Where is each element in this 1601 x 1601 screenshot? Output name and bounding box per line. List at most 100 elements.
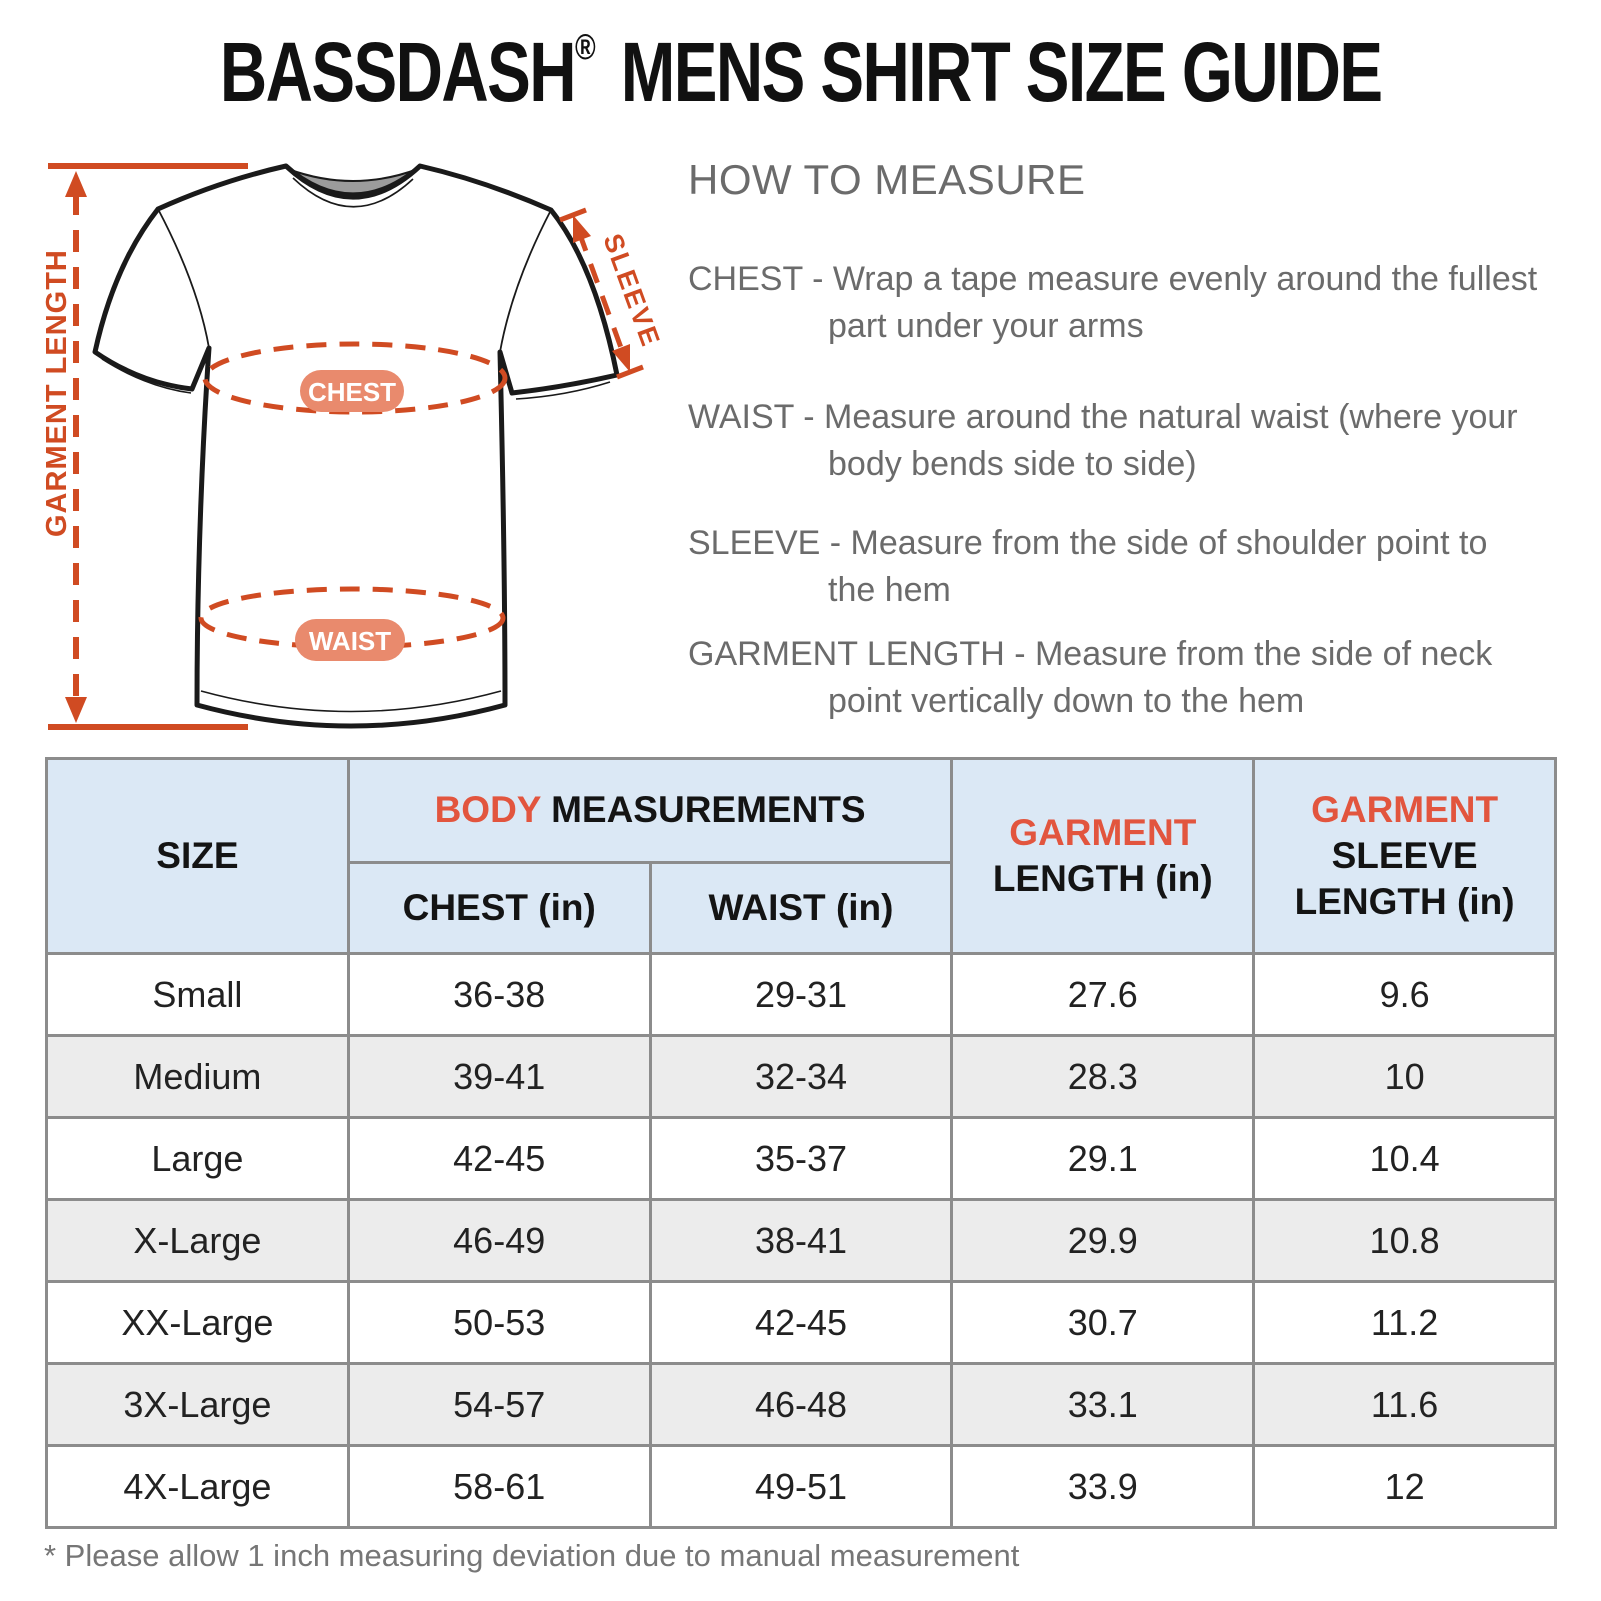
- cell-chest: 54-57: [346, 1362, 652, 1447]
- cell-size: 4X-Large: [45, 1444, 350, 1529]
- waist-ellipse: [198, 586, 506, 650]
- table-row-medium: Medium 39-41 32-34 28.3 10: [45, 1034, 1557, 1119]
- chest-header-text: CHEST (in): [402, 886, 596, 928]
- sleeve-dashed-line: [576, 231, 627, 357]
- cell-chest: 46-49: [346, 1198, 652, 1283]
- body-measurements-accent: BODY: [434, 789, 541, 831]
- measure-item-line: SLEEVE - Measure from the side of should…: [688, 524, 1488, 562]
- cell-chest: 58-61: [346, 1444, 652, 1529]
- cell-length: 30.7: [950, 1280, 1256, 1365]
- cell-size: XX-Large: [45, 1280, 350, 1365]
- table-row-xx-large: XX-Large 50-53 42-45 30.7 11.2: [45, 1280, 1557, 1365]
- hem-seam: [200, 690, 502, 713]
- right-cuff-seam: [515, 381, 611, 400]
- sleeve-dimension: [559, 207, 644, 380]
- waist-header-text: WAIST (in): [708, 886, 894, 928]
- cell-waist: 35-37: [648, 1116, 954, 1201]
- measurement-deviation-note: * Please allow 1 inch measuring deviatio…: [44, 1538, 1020, 1573]
- garment-length-column-header: GARMENT LENGTH (in): [950, 757, 1256, 955]
- measure-item-waist: WAIST - Measure around the natural waist…: [688, 394, 1588, 488]
- page-title-text: BASSDASH® MENS SHIRT SIZE GUIDE: [219, 24, 1383, 121]
- chest-badge-label: CHEST: [308, 377, 396, 407]
- cell-waist: 42-45: [648, 1280, 954, 1365]
- body-measurements-rest: MEASUREMENTS: [540, 789, 866, 831]
- cell-chest: 42-45: [346, 1116, 652, 1201]
- cell-chest: 36-38: [346, 952, 652, 1037]
- garment-sleeve-rest: SLEEVE LENGTH (in): [1294, 834, 1515, 923]
- table-row-small: Small 36-38 29-31 27.6 9.6: [45, 952, 1557, 1037]
- cell-chest: 39-41: [346, 1034, 652, 1119]
- cell-sleeve: 11.6: [1252, 1362, 1557, 1447]
- cell-waist: 32-34: [648, 1034, 954, 1119]
- garment-length-label: GARMENT LENGTH: [41, 249, 73, 537]
- garment-length-rest: LENGTH (in): [992, 858, 1213, 899]
- measure-item-garment-length: GARMENT LENGTH - Measure from the side o…: [688, 631, 1588, 725]
- cell-sleeve: 11.2: [1252, 1280, 1557, 1365]
- left-sleeve-seam: [157, 208, 210, 349]
- collar-front-edge: [284, 164, 422, 197]
- size-chart-table: SIZE BODY MEASUREMENTS GARMENT LENGTH (in…: [45, 757, 1557, 1529]
- cell-sleeve: 10.8: [1252, 1198, 1557, 1283]
- measure-item-line: body bends side to side): [828, 445, 1197, 483]
- size-chart-header: SIZE BODY MEASUREMENTS GARMENT LENGTH (in…: [45, 757, 1557, 955]
- right-sleeve-seam: [499, 209, 552, 353]
- garment-sleeve-accent: GARMENT: [1311, 788, 1499, 830]
- cell-size: X-Large: [45, 1198, 350, 1283]
- cell-waist: 38-41: [648, 1198, 954, 1283]
- garment-sleeve-column-header: GARMENT SLEEVE LENGTH (in): [1252, 757, 1557, 955]
- waist-badge: [295, 619, 405, 661]
- size-chart-body: Small 36-38 29-31 27.6 9.6 Medium 39-41 …: [45, 952, 1557, 1529]
- tshirt-measure-diagram: GARMENT LENGTH CHEST WAIST: [41, 163, 666, 730]
- garment-length-arrow-up: [65, 171, 87, 197]
- cell-length: 33.1: [950, 1362, 1256, 1447]
- chest-column-header: CHEST (in): [346, 861, 652, 955]
- sleeve-arrow-bottom: [612, 344, 630, 372]
- measure-item-line: part under your arms: [828, 307, 1144, 345]
- chest-badge: [300, 370, 404, 412]
- sleeve-arrow-top: [573, 215, 591, 243]
- cell-length: 28.3: [950, 1034, 1256, 1119]
- waist-column-header: WAIST (in): [648, 861, 954, 955]
- garment-length-accent: GARMENT: [1009, 811, 1197, 853]
- garment-length-arrow-down: [65, 697, 87, 723]
- measure-item-line: CHEST - Wrap a tape measure evenly aroun…: [688, 260, 1538, 298]
- measure-item-line: the hem: [828, 571, 951, 609]
- cell-length: 29.9: [950, 1198, 1256, 1283]
- how-to-measure-heading: HOW TO MEASURE: [688, 156, 1086, 203]
- body-measurements-header: BODY MEASUREMENTS: [346, 757, 954, 864]
- table-row-large: Large 42-45 35-37 29.1 10.4: [45, 1116, 1557, 1201]
- page-title: BASSDASH® MENS SHIRT SIZE GUIDE: [0, 24, 1601, 121]
- collar-band-seam: [292, 177, 414, 208]
- cell-sleeve: 12: [1252, 1444, 1557, 1529]
- cell-length: 33.9: [950, 1444, 1256, 1529]
- cell-size: 3X-Large: [45, 1362, 350, 1447]
- cell-sleeve: 9.6: [1252, 952, 1557, 1037]
- cell-waist: 46-48: [648, 1362, 954, 1447]
- cell-sleeve: 10: [1252, 1034, 1557, 1119]
- size-column-header: SIZE: [45, 757, 350, 955]
- measure-item-sleeve: SLEEVE - Measure from the side of should…: [688, 520, 1588, 614]
- cell-length: 29.1: [950, 1116, 1256, 1201]
- measure-item-line: point vertically down to the hem: [828, 682, 1305, 720]
- cell-waist: 29-31: [648, 952, 954, 1037]
- title-rest: MENS SHIRT SIZE GUIDE: [620, 25, 1383, 119]
- cell-sleeve: 10.4: [1252, 1116, 1557, 1201]
- brand-name: BASSDASH: [219, 25, 577, 119]
- waist-badge-label: WAIST: [309, 626, 391, 656]
- how-to-measure-section: HOW TO MEASURE CHEST - Wrap a tape measu…: [688, 156, 1588, 725]
- cell-size: Medium: [45, 1034, 350, 1119]
- cell-chest: 50-53: [346, 1280, 652, 1365]
- registered-mark: ®: [574, 26, 596, 67]
- cell-size: Small: [45, 952, 350, 1037]
- size-header-text: SIZE: [156, 834, 239, 876]
- garment-length-dimension: [48, 163, 248, 730]
- table-row-4x-large: 4X-Large 58-61 49-51 33.9 12: [45, 1444, 1557, 1529]
- chest-ellipse: [202, 341, 508, 415]
- cell-size: Large: [45, 1116, 350, 1201]
- measure-item-line: GARMENT LENGTH - Measure from the side o…: [688, 635, 1493, 673]
- measure-item-chest: CHEST - Wrap a tape measure evenly aroun…: [688, 256, 1588, 350]
- table-row-x-large: X-Large 46-49 38-41 29.9 10.8: [45, 1198, 1557, 1283]
- measure-item-line: WAIST - Measure around the natural waist…: [688, 398, 1518, 436]
- tshirt-body: [92, 163, 620, 729]
